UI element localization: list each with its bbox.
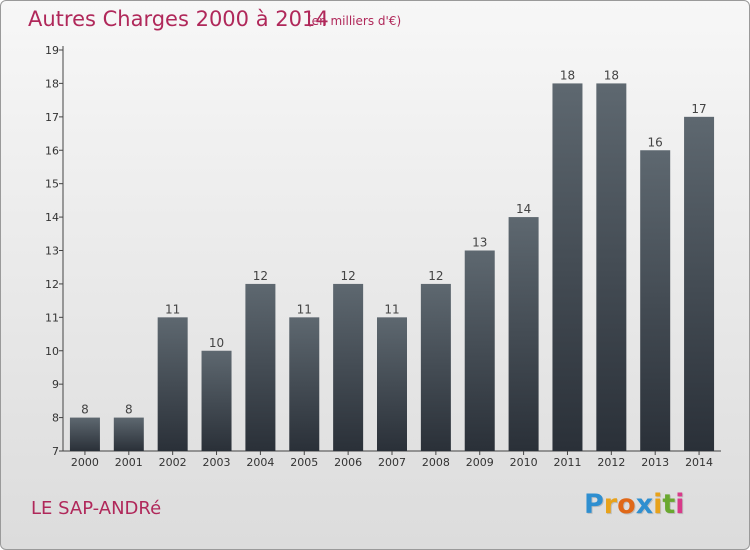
data-label: 8 xyxy=(81,403,89,417)
commune-name: LE SAP-ANDRé xyxy=(31,498,162,519)
bar xyxy=(464,250,495,451)
x-tick-label: 2003 xyxy=(203,456,231,469)
bar xyxy=(377,317,407,451)
x-tick-label: 2004 xyxy=(246,456,274,469)
bar xyxy=(201,350,232,451)
bar xyxy=(640,150,671,451)
bar xyxy=(684,116,715,451)
x-tick-label: 2000 xyxy=(71,456,99,469)
logo-letter: o xyxy=(617,489,636,520)
chart-subtitle: (en milliers d'€) xyxy=(307,14,402,28)
logo-letter: r xyxy=(603,489,618,520)
y-tick-label: 7 xyxy=(52,445,59,458)
data-label: 10 xyxy=(209,336,224,350)
x-tick-label: 2002 xyxy=(159,456,187,469)
logo-letter: i xyxy=(653,489,663,520)
y-tick-label: 16 xyxy=(45,144,59,157)
y-tick-label: 8 xyxy=(52,412,59,425)
x-tick-label: 2006 xyxy=(334,456,362,469)
bar xyxy=(245,283,276,451)
logo-letter: P xyxy=(584,489,604,520)
bar xyxy=(508,217,539,451)
y-tick-label: 13 xyxy=(45,245,59,258)
y-tick-label: 12 xyxy=(45,278,59,291)
logo-letter: i xyxy=(675,489,685,520)
bar xyxy=(157,317,188,451)
data-label: 14 xyxy=(516,202,531,216)
data-label: 18 xyxy=(560,68,575,82)
logo-letter: t xyxy=(662,489,676,520)
x-tick-label: 2012 xyxy=(597,456,625,469)
data-label: 11 xyxy=(384,302,399,316)
bars xyxy=(69,83,715,452)
bar xyxy=(552,83,583,452)
y-tick-label: 19 xyxy=(45,44,59,57)
data-label: 17 xyxy=(691,102,706,116)
data-label: 11 xyxy=(165,302,180,316)
logo-letter: x xyxy=(635,489,654,520)
data-label: 12 xyxy=(340,269,355,283)
bar xyxy=(113,417,144,451)
x-tick-label: 2010 xyxy=(510,456,538,469)
x-tick-label: 2014 xyxy=(685,456,713,469)
x-tick-label: 2011 xyxy=(553,456,581,469)
y-tick-label: 10 xyxy=(45,345,59,358)
bar xyxy=(596,83,627,452)
chart-title: Autres Charges 2000 à 2014 xyxy=(28,7,329,31)
bar xyxy=(420,283,451,451)
data-label: 13 xyxy=(472,236,487,250)
y-tick-label: 11 xyxy=(45,311,59,324)
bar xyxy=(289,317,320,451)
x-tick-label: 2007 xyxy=(378,456,406,469)
bar xyxy=(333,283,364,451)
x-tick-label: 2001 xyxy=(115,456,143,469)
bar xyxy=(69,417,100,451)
y-tick-label: 17 xyxy=(45,111,59,124)
data-label: 8 xyxy=(125,403,133,417)
x-tick-label: 2009 xyxy=(466,456,494,469)
data-labels: 8 8 11 10 12 11 12 11 12 13 14 18 18 16 17 xyxy=(81,68,707,416)
y-tick-label: 9 xyxy=(52,378,59,391)
proxiti-logo: Proxiti xyxy=(584,489,685,520)
x-tick-label: 2008 xyxy=(422,456,450,469)
data-label: 18 xyxy=(604,68,619,82)
x-tick-label: 2005 xyxy=(290,456,318,469)
axes: 7 8 9 10 11 12 13 14 15 16 17 18 19 2000 2001 2002 2003 2… xyxy=(45,44,721,469)
data-label: 12 xyxy=(428,269,443,283)
data-label: 11 xyxy=(297,302,312,316)
y-tick-label: 18 xyxy=(45,77,59,90)
data-label: 16 xyxy=(648,135,663,149)
data-label: 12 xyxy=(253,269,268,283)
y-tick-label: 15 xyxy=(45,178,59,191)
y-tick-label: 14 xyxy=(45,211,59,224)
x-tick-label: 2013 xyxy=(641,456,669,469)
